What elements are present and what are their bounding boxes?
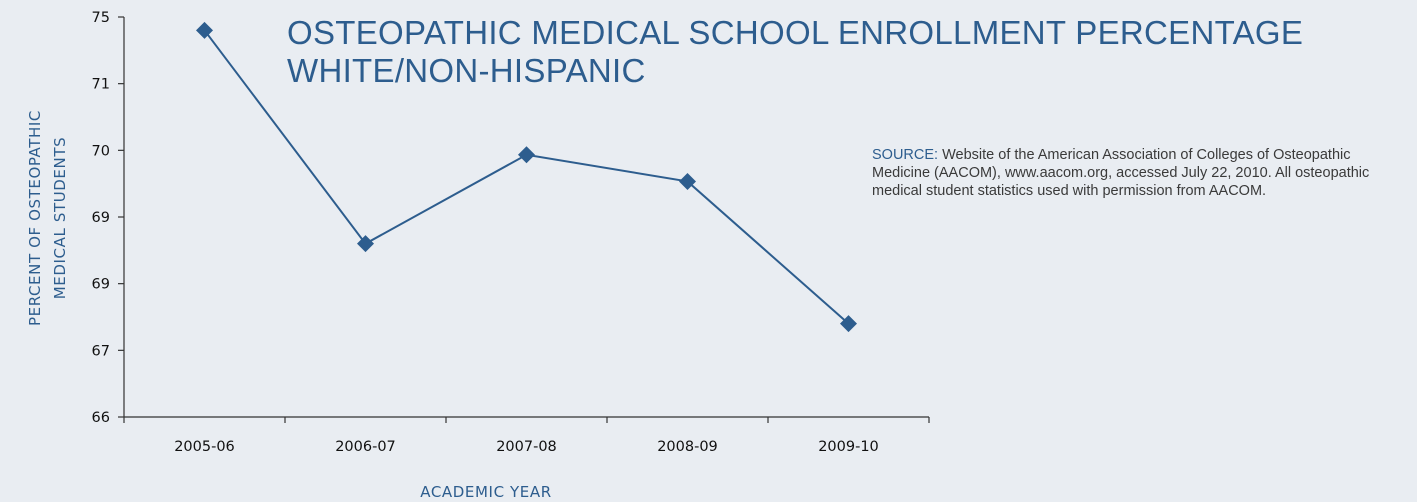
y-tick-label: 75 — [92, 10, 110, 26]
y-tick-label: 71 — [92, 77, 110, 93]
chart-title-line-1: OSTEOPATHIC MEDICAL SCHOOL ENROLLMENT PE… — [287, 14, 1304, 51]
x-tick-label: 2006-07 — [335, 439, 396, 455]
chart-title-line-2: WHITE/NON-HISPANIC — [287, 52, 646, 89]
y-tick-label: 66 — [92, 410, 110, 426]
y-tick-label: 69 — [92, 210, 110, 226]
data-point-marker — [518, 146, 535, 164]
series-line — [203, 29, 850, 325]
source-text: Website of the American Association of C… — [872, 147, 1370, 199]
data-point-marker — [357, 235, 374, 253]
data-point-marker — [679, 172, 696, 190]
y-tick-label: 69 — [92, 277, 110, 293]
y-tick-label: 67 — [92, 343, 110, 359]
x-axis-label: ACADEMIC YEAR — [420, 483, 552, 501]
data-point-marker — [196, 21, 213, 39]
x-tick-label: 2009-10 — [818, 439, 879, 455]
source-note: SOURCE: Website of the American Associat… — [872, 146, 1412, 200]
source-label: SOURCE: — [872, 147, 939, 163]
chart-title: OSTEOPATHIC MEDICAL SCHOOL ENROLLMENT PE… — [287, 14, 1367, 90]
data-point-marker — [840, 315, 857, 333]
x-tick-label: 2007-08 — [496, 439, 557, 455]
y-tick-label: 70 — [92, 143, 110, 159]
x-tick-label: 2005-06 — [174, 439, 235, 455]
x-tick-label: 2008-09 — [657, 439, 718, 455]
